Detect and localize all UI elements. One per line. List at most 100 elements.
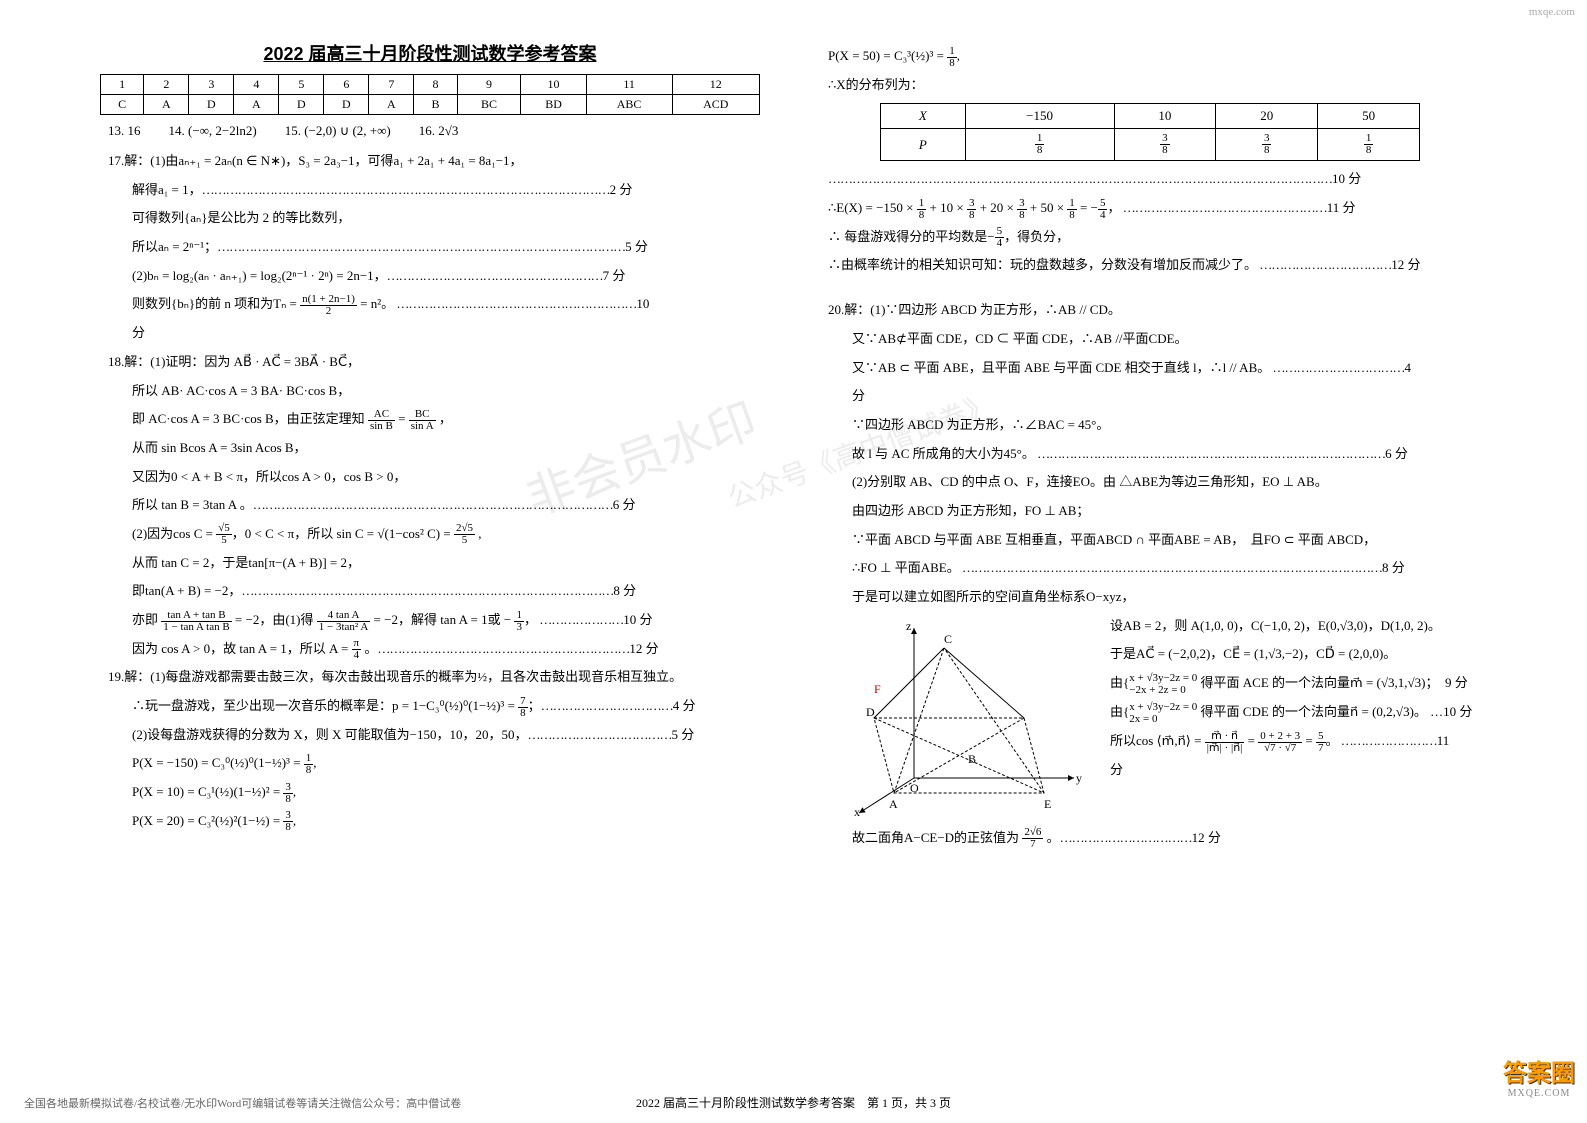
q19-l3: (2)设每盘游戏获得的分数为 X，则 X 可能取值为−150，10，20，50，… [108,723,760,748]
q20-l12: 设AB = 2，则 A(1,0, 0)，C(−1,0, 2)，E(0,√3,0)… [1110,614,1480,639]
mc-answer: BD [521,95,586,115]
fill-blank: 16. 2√3 [419,123,459,139]
mc-answer: D [189,95,234,115]
mc-answer: C [101,95,144,115]
q18-l9: 即tan(A + B) = −2，……………………………………………………………… [108,579,760,604]
q19-r3: ∴E(X) = −150 × 18 + 10 × 38 + 20 × 38 + … [828,196,1480,221]
q19-r4: ∴ 每盘游戏得分的平均数是−54，得负分， [828,225,1480,250]
page-title: 2022 届高三十月阶段性测试数学参考答案 [100,40,760,66]
mc-header: 10 [521,75,586,95]
q19-l5: P(X = 10) = C₃¹(½)(1−½)² = 38, [108,780,760,805]
mc-answer: D [324,95,369,115]
q17-l7: 分 [108,321,760,346]
left-column: 2022 届高三十月阶段性测试数学参考答案 123456789101112 CA… [100,40,760,854]
mc-answer-table: 123456789101112 CADADDABBCBDABCACD [100,74,760,115]
brand-logo: 答案圈 MXQE.COM [1503,1053,1575,1099]
q20-l8: 由四边形 ABCD 为正方形知，FO ⊥ AB； [828,499,1480,524]
dist-header: 10 [1114,104,1216,129]
distribution-table: X−150102050 P18383818 [880,103,1420,161]
q20-l5: ∵四边形 ABCD 为正方形，∴∠BAC = 45°。 [828,413,1480,438]
mc-header: 9 [457,75,521,95]
q20-l2: 又∵AB⊄平面 CDE，CD ⊂ 平面 CDE，∴AB //平面CDE。 [828,327,1480,352]
q19-r1: P(X = 50) = C₃³(½)³ = 18, [828,44,1480,69]
mc-header: 8 [414,75,457,95]
q19-r2: ∴X的分布列为： [828,73,1480,98]
q17-l1: 17.解：(1)由aₙ₊₁ = 2aₙ(n ∈ N∗)，S₃ = 2a₃−1，可… [108,149,760,174]
svg-text:A: A [889,797,898,811]
q18-l4: 从而 sin Bcos A = 3sin Acos B， [108,436,760,461]
right-column: P(X = 50) = C₃³(½)³ = 18, ∴X的分布列为： X−150… [820,40,1480,854]
mc-header: 4 [234,75,279,95]
q20-l4: 分 [828,384,1480,409]
mc-header: 7 [369,75,414,95]
mc-answer: ACD [672,95,760,115]
q18-l11: 因为 cos A > 0，故 tan A = 1，所以 A = π4 。…………… [108,637,760,662]
brand-top: mxqe.com [1529,6,1575,18]
svg-text:x: x [854,805,860,818]
mc-answer: A [144,95,189,115]
q20-l6: 故 l 与 AC 所成角的大小为45°。 …………………………………………………… [828,442,1480,467]
mc-header: 5 [279,75,324,95]
q19-l1: 19.解：(1)每盘游戏都需要击鼓三次，每次击鼓出现音乐的概率为½，且各次击鼓出… [108,665,760,690]
q19-r5: ∴由概率统计的相关知识可知：玩的盘数越多，分数没有增加反而减少了。 ………………… [828,253,1480,278]
dist-header: X [881,104,966,129]
dist-value: 18 [965,129,1114,161]
footer-left: 全国各地最新模拟试卷/名校试卷/无水印Word可编辑试卷等请关注微信公众号：高中… [24,1095,461,1111]
q18-l8: 从而 tan C = 2，于是tan[π−(A + B)] = 2， [108,551,760,576]
q17-l4: 所以aₙ = 2ⁿ⁻¹；…………………………………………………………………………… [108,235,760,260]
svg-text:O: O [910,781,919,795]
mc-header: 6 [324,75,369,95]
q18-l2: 所以 AB· AC·cos A = 3 BA· BC·cos B， [108,379,760,404]
q20-l15: 由{x + √3y−2z = 02x = 0 得平面 CDE 的一个法向量n⃗ … [1110,700,1480,725]
q17-l3: 可得数列{aₙ}是公比为 2 的等比数列， [108,206,760,231]
mc-answer: D [279,95,324,115]
q17-l6: 则数列{bₙ}的前 n 项和为Tₙ = n(1 + 2n−1)2 = n²。 …… [108,292,760,317]
mc-answer: A [234,95,279,115]
svg-text:B: B [968,752,976,766]
mc-header: 3 [189,75,234,95]
svg-text:C: C [944,632,952,646]
fill-blanks: 13. 16 14. (−∞, 2−2ln2) 15. (−2,0) ∪ (2, +… [108,123,760,139]
svg-text:E: E [1044,797,1051,811]
fill-blank: 14. (−∞, 2−2ln2) [169,123,257,139]
dist-header: 20 [1216,104,1318,129]
q19-l4: P(X = −150) = C₃⁰(½)⁰(1−½)³ = 18, [108,751,760,776]
q20-l17: 分 [1110,758,1480,783]
q20-l7: (2)分别取 AB、CD 的中点 O、F，连接EO。由 △ABE为等边三角形知，… [828,470,1480,495]
q19-l2: ∴玩一盘游戏，至少出现一次音乐的概率是：p = 1−C₃⁰(½)⁰(1−½)³ … [108,694,760,719]
q17-l5: (2)bₙ = log₂(aₙ · aₙ₊₁) = log₂(2ⁿ⁻¹ · 2ⁿ… [108,264,760,289]
q20-l16: 所以cos ⟨m⃗,n⃗⟩ = m⃗ · n⃗|m⃗| · |n⃗| = 0 +… [1110,729,1480,754]
footer-center: 2022 届高三十月阶段性测试数学参考答案 第 1 页，共 3 页 [636,1094,951,1111]
dist-header: −150 [965,104,1114,129]
q19-pdist: …………………………………………………………………………………………………………… [828,167,1480,192]
fill-blank: 15. (−2,0) ∪ (2, +∞) [285,123,391,139]
q18-l10: 亦即 tan A + tan B1 − tan A tan B = −2，由(1… [108,608,760,633]
dist-header: 50 [1318,104,1420,129]
q20-l3: 又∵AB ⊂ 平面 ABE，且平面 ABE 与平面 CDE 相交于直线 l，∴l… [828,356,1480,381]
q20-l13: 于是AC⃗ = (−2,0,2)，CE⃗ = (1,√3,−2)，CD⃗ = (… [1110,642,1480,667]
coordinate-diagram: C D F A E B O y z x [844,618,1094,818]
svg-text:y: y [1076,771,1082,785]
dist-value: 18 [1318,129,1420,161]
mc-header: 1 [101,75,144,95]
q19-l6: P(X = 20) = C₃²(½)²(1−½) = 38, [108,809,760,834]
q20-l10: ∴FO ⊥ 平面ABE。 ………………………………………………………………………… [828,556,1480,581]
q18-l6: 所以 tan B = 3tan A 。………………………………………………………… [108,493,760,518]
mc-header: 11 [586,75,672,95]
svg-text:D: D [866,705,875,719]
svg-text:z: z [906,619,911,633]
dist-p-label: P [881,129,966,161]
q18-l5: 又因为0 < A + B < π，所以cos A > 0，cos B > 0， [108,465,760,490]
fill-blank: 13. 16 [108,123,141,139]
mc-answer: A [369,95,414,115]
q18-l3: 即 AC·cos A = 3 BC·cos B，由正弦定理知 ACsin B =… [108,407,760,432]
mc-answer: BC [457,95,521,115]
q20-l14: 由{x + √3y−2z = 0−2x + 2z = 0 得平面 ACE 的一个… [1110,671,1480,696]
mc-answer: B [414,95,457,115]
mc-header: 12 [672,75,760,95]
dist-value: 38 [1216,129,1318,161]
q17-l2: 解得a₁ = 1，…………………………………………………………………………………… [108,178,760,203]
q20-l9: ∵平面 ABCD 与平面 ABE 互相垂直，平面ABCD ∩ 平面ABE = A… [828,528,1480,553]
dist-value: 38 [1114,129,1216,161]
q20-l11: 于是可以建立如图所示的空间直角坐标系O−xyz， [828,585,1480,610]
